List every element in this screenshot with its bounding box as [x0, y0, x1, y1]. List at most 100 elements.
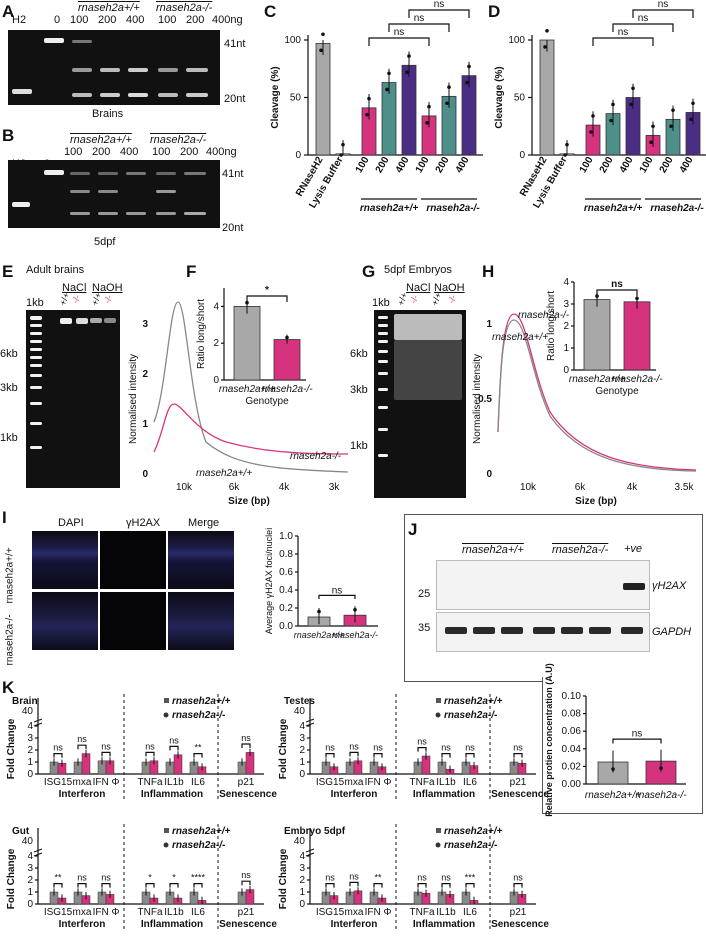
y-tick-label: 0 — [295, 150, 301, 161]
series-line — [153, 403, 349, 455]
significance-label: ns — [101, 873, 111, 883]
significance-bracket — [612, 23, 674, 32]
significance-label: ns — [434, 0, 445, 10]
bar — [539, 39, 555, 156]
micrograph-gh2ax-ko — [100, 592, 166, 650]
micrograph-gh2ax-wt — [100, 531, 166, 589]
data-point — [405, 70, 409, 74]
label-naoh: NaOH — [434, 282, 465, 294]
lane-label: 400ng — [212, 14, 243, 26]
y-axis-label: Fold Change — [278, 718, 289, 779]
x-tick-label: mxa — [73, 777, 92, 788]
label-positive: +ve — [624, 543, 643, 555]
ladder-1kb: 1kb — [350, 440, 368, 452]
data-point — [543, 45, 547, 49]
y-tick-label: 1 — [142, 419, 148, 430]
panel-letter-d: D — [488, 2, 501, 21]
panel-letter-h: H — [482, 262, 495, 281]
legend-marker — [163, 842, 169, 848]
significance-bracket — [193, 883, 203, 888]
group-label: Inflammation — [141, 919, 203, 930]
inset-y-tick-label: 0 — [563, 365, 569, 376]
label-naoh: NaOH — [92, 282, 123, 294]
group-label: Senescence — [491, 919, 549, 930]
significance-label: * — [148, 873, 152, 883]
y-tick-label: 0.5 — [478, 394, 492, 405]
data-point — [367, 96, 371, 101]
y-tick-label: 2 — [27, 745, 33, 756]
significance-label: ns — [513, 873, 523, 883]
legend-marker — [164, 828, 169, 833]
y-tick-label: 4 — [299, 721, 305, 732]
y-tick-label: 1.0 — [279, 531, 293, 542]
significance-bracket — [417, 747, 427, 752]
inset-y-tick-label: 3 — [563, 299, 569, 310]
inset-bar — [583, 299, 611, 371]
group-label: Interferon — [59, 919, 106, 930]
significance-bracket — [465, 753, 475, 758]
series-line — [497, 319, 697, 472]
series-label: rnaseh2a+/+ — [492, 332, 548, 343]
y-tick-label: 100 — [508, 35, 525, 46]
x-tick-label: 4k — [627, 482, 639, 493]
x-tick-label: IL6 — [463, 777, 477, 788]
significance-bracket — [241, 880, 251, 886]
y-tick-label: 1 — [299, 757, 305, 768]
data-point — [649, 140, 653, 145]
axis-break — [33, 848, 43, 857]
significance-label: ** — [374, 873, 382, 883]
col-label-gh2ax: γH2AX — [126, 517, 161, 529]
ladder-6kb: 6kb — [0, 348, 18, 360]
x-tick-label: mxa — [73, 907, 92, 918]
panel-j-chart-frame — [542, 677, 703, 814]
y-tick-label: 50 — [514, 93, 526, 104]
inset-y-axis-label: Ratio long/short — [196, 299, 207, 369]
genotype-label-ko: rnaseh2a-/- — [156, 2, 213, 14]
data-point — [591, 114, 595, 118]
y-axis-label: Relative protien concentration (A.U) — [544, 663, 554, 817]
data-point — [611, 767, 615, 771]
y-axis-label: Normalised intensity — [472, 354, 483, 444]
inset-data-point — [595, 294, 599, 298]
y-tick-label: 0.4 — [279, 585, 293, 596]
data-point — [689, 117, 693, 122]
data-point — [629, 102, 633, 107]
inset-data-point — [245, 300, 249, 305]
significance-label: **** — [191, 873, 206, 883]
y-axis-label: Fold Change — [278, 848, 289, 909]
y-tick-label: 2 — [142, 369, 148, 380]
inset-bar — [273, 339, 301, 381]
label-nacl: NaCl — [62, 282, 87, 294]
data-point — [611, 102, 615, 107]
data-point — [445, 101, 449, 106]
inset-x-tick-label: rnaseh2a-/- — [261, 384, 313, 395]
legend-marker — [436, 698, 441, 703]
y-tick-label: 0 — [299, 769, 305, 780]
x-tick-label: 3.5k — [675, 482, 695, 493]
data-point — [669, 124, 673, 129]
chart-f-intensity: Normalised intensity 0 1 2 3 10k 6k 4k 3k Size (b… — [128, 285, 349, 507]
series-label: rnaseh2a-/- — [518, 310, 570, 321]
marker-20nt: 20nt — [224, 93, 246, 105]
significance-label: ns — [658, 0, 669, 10]
label-wt: +/+ — [429, 291, 444, 307]
data-point — [671, 108, 675, 112]
axis-break — [305, 718, 315, 727]
x-tick-label: mxa — [345, 907, 364, 918]
group-label: Senescence — [219, 789, 277, 800]
axis-break — [33, 718, 43, 727]
lane-label: 100 — [152, 146, 171, 158]
significance-bracket — [241, 743, 251, 748]
lane-label: 100 — [64, 146, 83, 158]
significance-label: ns — [325, 873, 335, 883]
data-point — [447, 85, 451, 89]
bar — [315, 43, 331, 156]
significance-label: ns — [417, 737, 427, 747]
x-tick-label: ISG15 — [316, 907, 345, 918]
significance-label: ns — [414, 13, 425, 24]
y-tick-label: 0 — [519, 150, 525, 161]
significance-bracket — [513, 753, 523, 758]
panel-letter-e: E — [2, 262, 14, 281]
